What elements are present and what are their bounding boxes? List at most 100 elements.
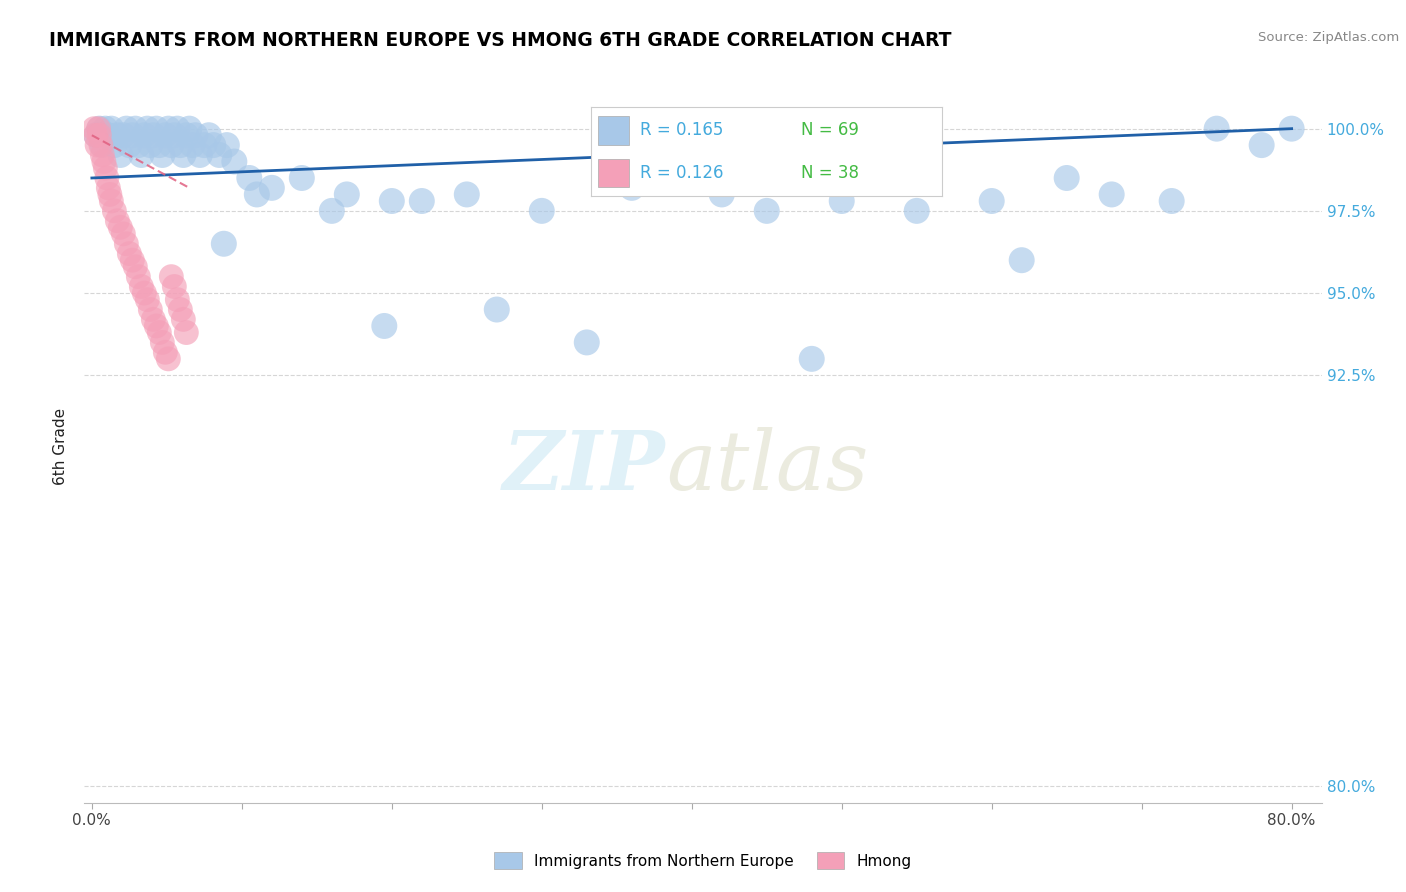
Point [831, 194, 853, 208]
Point [208, 148, 231, 162]
Point [91, 138, 114, 153]
Point [150, 148, 173, 162]
Point [89, 128, 111, 143]
Point [87, 121, 110, 136]
Point [181, 138, 204, 153]
Point [260, 181, 283, 195]
Point [172, 148, 194, 162]
Point [127, 269, 149, 284]
Point [176, 326, 198, 340]
Point [184, 128, 207, 143]
Bar [598, 116, 630, 145]
Point [905, 203, 928, 218]
Point [160, 138, 183, 153]
Point [202, 138, 225, 153]
Point [336, 187, 359, 202]
Point [1011, 253, 1033, 268]
Point [112, 227, 135, 241]
Text: R = 0.126: R = 0.126 [640, 164, 723, 182]
Point [139, 138, 162, 153]
Point [188, 148, 211, 162]
Text: N = 69: N = 69 [801, 121, 859, 139]
Point [620, 181, 643, 195]
Point [83, 121, 105, 136]
Point [212, 236, 235, 251]
Point [163, 128, 186, 143]
Point [89, 121, 111, 136]
Text: IMMIGRANTS FROM NORTHERN EUROPE VS HMONG 6TH GRADE CORRELATION CHART: IMMIGRANTS FROM NORTHERN EUROPE VS HMONG… [49, 31, 952, 50]
Point [224, 154, 246, 169]
Point [321, 203, 343, 218]
Point [148, 326, 170, 340]
Point [103, 203, 125, 218]
Point [980, 194, 1002, 208]
Point [115, 121, 138, 136]
Point [115, 236, 138, 251]
Point [179, 121, 201, 136]
Point [94, 121, 117, 136]
Point [97, 128, 120, 143]
Point [90, 138, 112, 153]
Point [124, 121, 146, 136]
Point [1281, 121, 1303, 136]
Point [710, 187, 733, 202]
Point [86, 138, 108, 153]
Point [1160, 194, 1182, 208]
Point [103, 138, 125, 153]
Point [1205, 121, 1227, 136]
Point [246, 187, 269, 202]
Point [155, 345, 177, 359]
Point [176, 128, 198, 143]
Point [105, 213, 128, 227]
Point [118, 138, 141, 153]
Point [86, 128, 108, 143]
Point [136, 293, 159, 307]
Point [91, 148, 114, 162]
Point [142, 312, 165, 326]
Point [291, 171, 314, 186]
Point [150, 335, 173, 350]
Point [139, 302, 162, 317]
Bar [598, 159, 630, 187]
Point [155, 128, 177, 143]
Y-axis label: 6th Grade: 6th Grade [53, 408, 69, 484]
Point [98, 187, 121, 202]
Point [238, 171, 260, 186]
Point [100, 121, 122, 136]
Point [97, 181, 120, 195]
Point [136, 121, 159, 136]
Point [381, 194, 404, 208]
Point [96, 171, 118, 186]
Point [166, 293, 188, 307]
Legend: Immigrants from Northern Europe, Hmong: Immigrants from Northern Europe, Hmong [488, 846, 918, 875]
Point [84, 128, 107, 143]
Point [127, 138, 149, 153]
Point [169, 302, 191, 317]
Point [215, 138, 238, 153]
Point [755, 203, 778, 218]
Point [110, 148, 132, 162]
Point [131, 279, 153, 293]
Point [112, 128, 135, 143]
Point [800, 351, 823, 366]
Point [124, 260, 146, 274]
Point [148, 138, 170, 153]
Point [145, 318, 167, 333]
Text: R = 0.165: R = 0.165 [640, 121, 723, 139]
Point [94, 161, 117, 175]
Point [157, 121, 180, 136]
Point [131, 148, 153, 162]
Point [142, 128, 165, 143]
Point [110, 220, 132, 235]
Point [134, 286, 156, 301]
Point [157, 351, 180, 366]
Point [105, 128, 128, 143]
Point [160, 269, 183, 284]
Point [530, 203, 553, 218]
Point [456, 187, 478, 202]
Point [169, 138, 191, 153]
Point [93, 154, 115, 169]
Point [121, 128, 143, 143]
Point [373, 318, 395, 333]
Point [121, 253, 143, 268]
